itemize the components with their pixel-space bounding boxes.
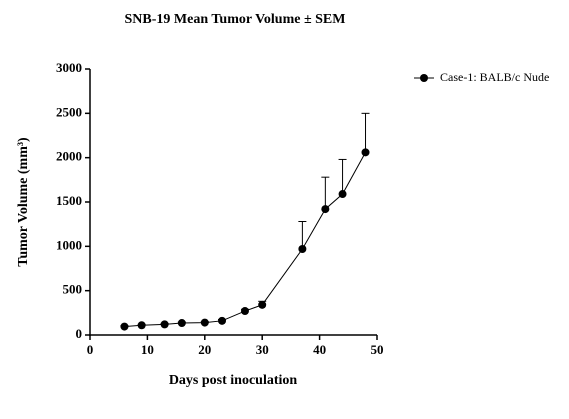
y-tick-label: 500 (63, 282, 83, 297)
y-axis-label: Tumor Volume (mm³) (16, 137, 31, 267)
point (137, 321, 146, 330)
point (177, 319, 186, 328)
line (124, 152, 366, 328)
y-tick-label: 2500 (56, 104, 82, 119)
point (338, 190, 347, 199)
legend-label: Case-1: BALB/c Nude (440, 70, 549, 84)
point (361, 148, 370, 157)
y-tick-label: 3000 (56, 60, 82, 75)
x-tick-label: 20 (198, 342, 211, 357)
point (218, 316, 227, 325)
error-bar (321, 176, 330, 210)
point (321, 205, 330, 214)
point (240, 307, 249, 316)
y-tick-label: 1000 (56, 237, 82, 252)
error-bar (361, 112, 370, 153)
x-tick-label: 10 (141, 342, 154, 357)
x-tick-label: 50 (371, 342, 384, 357)
x-tick-label: 30 (256, 342, 269, 357)
y-tick-label: 0 (76, 326, 83, 341)
y-tick-label: 2000 (56, 149, 82, 164)
point (160, 320, 169, 329)
legend-marker (420, 74, 428, 82)
error-bar (338, 158, 347, 195)
x-tick-label: 40 (313, 342, 326, 357)
point (120, 322, 129, 331)
x-tick-label: 0 (87, 342, 94, 357)
error-bar (298, 221, 307, 249)
chart-title: SNB-19 Mean Tumor Volume ± SEM (125, 12, 346, 27)
point (200, 318, 209, 327)
point (258, 300, 267, 309)
x-axis-label: Days post inoculation (169, 373, 298, 388)
point (298, 244, 307, 253)
y-tick-label: 1500 (56, 193, 82, 208)
